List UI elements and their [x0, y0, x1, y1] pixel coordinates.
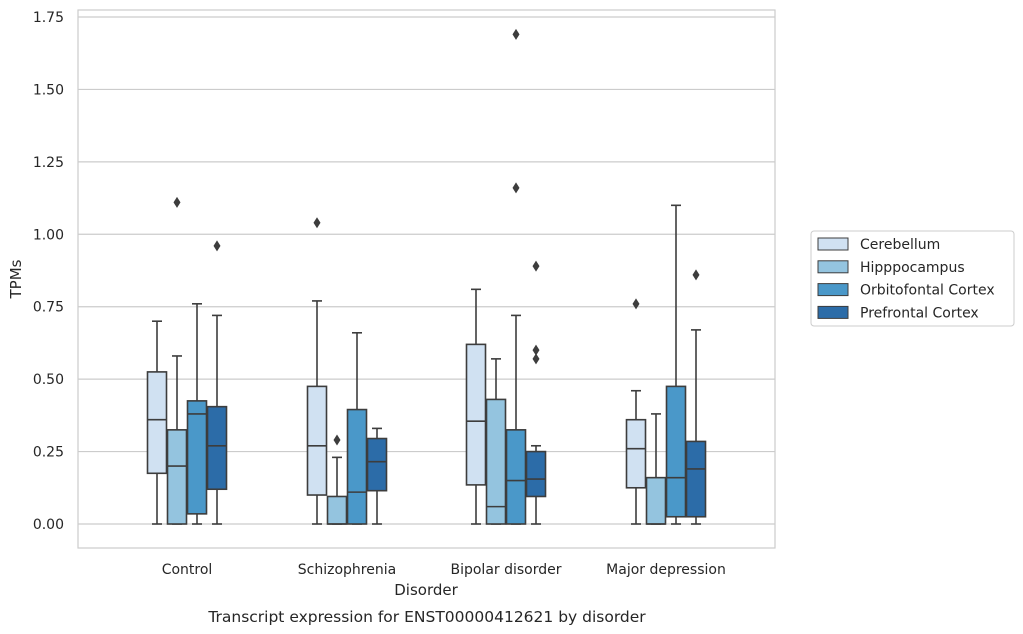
- box: [625, 418, 647, 489]
- legend-swatch: [817, 237, 849, 251]
- legend-label: Orbitofontal Cortex: [860, 283, 995, 299]
- box: [505, 429, 527, 525]
- box: [186, 400, 208, 515]
- legend-label: Hipppocampus: [860, 260, 965, 276]
- x-tick-label: Bipolar disorder: [450, 562, 561, 578]
- x-tick-label: Schizophrenia: [298, 562, 396, 578]
- legend-swatch: [817, 260, 849, 274]
- legend: Cerebellum Hipppocampus Orbitofontal Corte…: [810, 230, 1015, 327]
- box: [306, 385, 328, 496]
- box: [525, 450, 547, 498]
- legend-frame: [810, 230, 1015, 327]
- outlier-point: [213, 240, 221, 252]
- y-tick-label: 1.00: [33, 227, 64, 243]
- outlier-point: [692, 269, 700, 281]
- x-tick-label: Major depression: [606, 562, 726, 578]
- outlier-point: [313, 217, 321, 229]
- outlier-point: [632, 298, 640, 310]
- y-tick-label: 1.50: [33, 82, 64, 98]
- box: [485, 398, 507, 525]
- box: [326, 495, 348, 525]
- box: [366, 437, 388, 492]
- y-axis-label: TPMs: [7, 259, 25, 299]
- box-group-1: [306, 217, 388, 525]
- box: [166, 429, 188, 525]
- legend-swatch: [817, 283, 849, 297]
- x-axis-label: Disorder: [394, 581, 458, 599]
- box: [645, 476, 667, 525]
- outlier-point: [173, 196, 181, 208]
- figure-caption: Transcript expression for ENST0000041262…: [207, 608, 646, 626]
- box-group-3: [625, 204, 707, 525]
- x-tick-labels: Control Schizophrenia Bipolar disorder Majo…: [162, 562, 726, 578]
- x-tick-label: Control: [162, 562, 213, 578]
- box: [665, 385, 687, 518]
- legend-swatch: [817, 305, 849, 319]
- y-tick-label: 0.75: [33, 300, 64, 316]
- outlier-point: [512, 28, 520, 40]
- box-groups: [146, 28, 707, 525]
- outlier-point: [532, 353, 540, 365]
- y-tick-label: 0.50: [33, 372, 64, 388]
- y-tick-label: 1.75: [33, 10, 64, 26]
- outlier-point: [532, 344, 540, 356]
- legend-label: Prefrontal Cortex: [860, 305, 979, 321]
- box: [346, 408, 368, 525]
- outlier-point: [532, 260, 540, 272]
- legend-label: Cerebellum: [860, 237, 940, 253]
- outlier-point: [333, 434, 341, 446]
- outlier-point: [512, 182, 520, 194]
- y-tick-label: 0.25: [33, 445, 64, 461]
- box: [206, 405, 228, 491]
- y-tick-label: 0.00: [33, 517, 64, 533]
- box: [685, 440, 707, 518]
- box-group-2: [465, 28, 547, 525]
- box: [465, 343, 487, 486]
- y-tick-labels: 0.00 0.25 0.50 0.75 1.00 1.25 1.50 1.75: [33, 10, 64, 533]
- y-tick-label: 1.25: [33, 155, 64, 171]
- box: [146, 371, 168, 475]
- box-group-0: [146, 196, 228, 525]
